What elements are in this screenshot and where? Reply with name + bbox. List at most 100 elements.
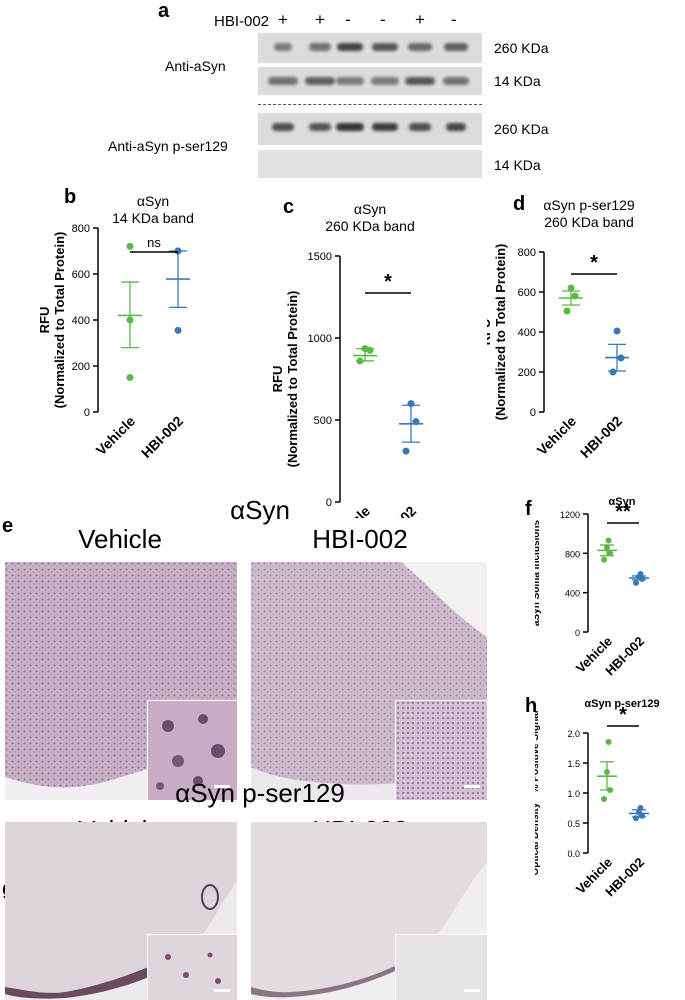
panel-h-letter: h	[525, 695, 538, 717]
y-tick-label: 0	[326, 497, 332, 509]
data-point	[604, 769, 610, 775]
data-point	[571, 292, 579, 300]
blot-row-3-band: 260 KDa	[494, 121, 549, 137]
scalebar-hbi-e	[464, 785, 480, 788]
inset-vehicle-g	[147, 934, 237, 1000]
histology-vehicle-pser129	[5, 822, 237, 1000]
blot-band	[274, 43, 292, 51]
data-point	[604, 544, 610, 551]
y-axis-label: Optical Density * % Positive Signal	[535, 710, 541, 875]
data-point	[601, 556, 607, 563]
y-axis-label-2: (Normalized to Total Protein)	[493, 244, 508, 421]
data-point	[637, 805, 644, 811]
x-tick-label: HBI-002	[371, 503, 419, 518]
lane-sign-5: +	[415, 10, 425, 29]
data-point	[605, 537, 612, 544]
chart-title: αSyn p-ser129	[584, 698, 659, 710]
data-point	[126, 316, 134, 324]
y-tick-label: 200	[518, 367, 536, 379]
data-point	[174, 247, 182, 255]
chart-title: αSyn	[354, 201, 386, 217]
y-tick-label: 1.5	[567, 759, 580, 769]
chart-h: αSyn p-ser129 0.0 0.5 1.0 1.5 2.0 Optical Dens…	[535, 698, 660, 899]
x-tick-label: Vehicle	[534, 413, 580, 459]
chart-subtitle: 260 KDa band	[325, 218, 415, 234]
blot-row-1-band: 260 KDa	[494, 40, 549, 56]
blot-band	[309, 43, 331, 51]
y-axis-label-2: (Normalized to Total Protein)	[285, 291, 300, 468]
tissue-section-hbi-g	[251, 822, 487, 998]
blot-band	[336, 77, 364, 85]
x-tick-label: Vehicle	[328, 503, 374, 518]
data-point	[412, 418, 420, 426]
section-title-asyn: αSyn	[230, 495, 290, 525]
y-tick-label: 600	[72, 269, 90, 281]
blot-row-2-band: 14 KDa	[494, 73, 541, 89]
inset-cells-vehicle-e	[148, 701, 237, 800]
scalebar-vehicle-e	[214, 785, 230, 788]
inset-hbi-g	[395, 934, 487, 1000]
blot-band	[309, 123, 331, 131]
y-tick-label: 400	[518, 327, 536, 339]
y-tick-label: 800	[518, 247, 536, 259]
y-tick-label: 400	[565, 589, 580, 599]
data-point	[633, 579, 639, 586]
x-tick-label: HBI-002	[138, 413, 186, 461]
y-tick-label: 0	[530, 407, 536, 419]
histology-hbi-asyn	[251, 562, 487, 800]
lane-sign-3: -	[345, 10, 351, 29]
y-tick-label: 0.0	[567, 849, 580, 859]
blot-row-3-antibody: Anti-aSyn p-ser129	[108, 138, 228, 154]
blot-band	[372, 123, 398, 131]
chart-subtitle: 14 KDa band	[112, 210, 194, 226]
x-tick-label: HBI-002	[577, 413, 625, 461]
blot-strip-1	[258, 33, 482, 63]
data-point	[609, 368, 617, 376]
data-point	[637, 570, 644, 577]
hbi-label-e: HBI-002	[312, 524, 408, 554]
blot-band	[405, 77, 435, 85]
data-point	[567, 284, 575, 292]
blot-band	[444, 43, 468, 51]
scalebar-vehicle-g	[214, 989, 230, 992]
blot-band	[268, 77, 298, 85]
blot-row-1-antibody: Anti-aSyn	[165, 58, 226, 74]
y-tick-label: 2.0	[567, 729, 580, 739]
histology-vehicle-asyn	[5, 562, 237, 800]
y-axis-label: RFU	[487, 319, 493, 346]
scalebar-hbi-g	[464, 989, 480, 992]
data-point	[607, 787, 613, 793]
blot-strip-2	[258, 67, 482, 95]
y-tick-label: 1500	[308, 251, 332, 263]
inset-hbi-e	[395, 700, 487, 800]
inset-vehicle-e	[147, 700, 237, 800]
blot-band	[443, 77, 469, 85]
y-tick-label: 600	[518, 287, 536, 299]
inset-cells-hbi-e	[396, 701, 487, 800]
significance-label: *	[619, 704, 627, 726]
y-tick-label: 1200	[560, 510, 580, 520]
y-tick-label: 200	[72, 361, 90, 373]
data-point	[356, 357, 364, 365]
blot-band	[336, 123, 364, 131]
data-point	[607, 550, 613, 557]
y-axis-label: RFU	[37, 307, 52, 334]
data-point	[605, 739, 612, 745]
panel-a-letter: a	[158, 0, 170, 22]
blot-band	[372, 43, 398, 51]
chart-title: αSyn	[137, 193, 169, 209]
y-tick-label: 0	[84, 407, 90, 419]
data-point	[563, 307, 571, 315]
vehicle-label-e: Vehicle	[78, 524, 162, 554]
blot-band	[408, 43, 432, 51]
data-point	[174, 326, 182, 334]
data-point	[126, 374, 134, 381]
blot-band	[337, 43, 363, 51]
blot-divider	[258, 104, 482, 105]
chart-title: αSyn p-ser129	[543, 197, 635, 213]
x-tick-label: Vehicle	[93, 413, 139, 459]
blot-band	[446, 123, 466, 131]
y-tick-label: 1.0	[567, 789, 580, 799]
